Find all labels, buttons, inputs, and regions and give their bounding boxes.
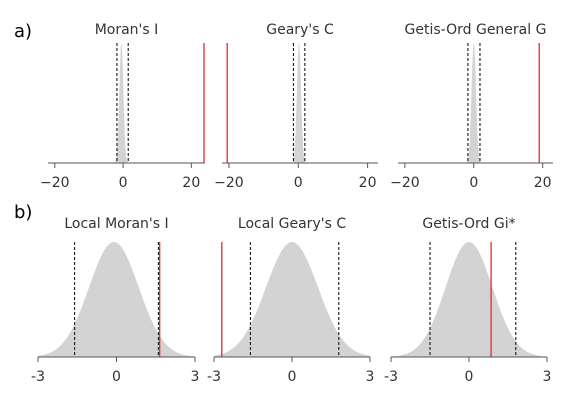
x-tick-label: -3	[207, 369, 221, 385]
panel-3: −20 0 20 Getis-Ord General G	[390, 22, 553, 191]
density-area	[391, 242, 547, 357]
x-tick-label: 0	[294, 175, 303, 191]
x-tick-label: −20	[390, 175, 420, 191]
panel-title: Geary's C	[266, 22, 334, 38]
density-area	[464, 43, 483, 163]
x-tick-label: −20	[40, 175, 70, 191]
x-tick-label: -3	[31, 369, 45, 385]
panel-title: Moran's I	[95, 22, 159, 38]
panel-1: −20 0 20 Moran's I	[40, 22, 205, 191]
x-tick-label: 3	[191, 369, 200, 385]
density-area	[290, 43, 308, 163]
x-tick-label: 3	[366, 369, 375, 385]
density-area	[113, 43, 130, 163]
x-tick-label: 0	[465, 369, 474, 385]
x-tick-label: 0	[112, 369, 121, 385]
panel-6: -3 0 3 Getis-Ord Gi*	[384, 216, 551, 385]
density-area	[38, 242, 195, 357]
panel-4: -3 0 3 Local Moran's I	[31, 216, 199, 385]
panels: −20 0 20 Moran's I −20 0 20 Geary's C −20 0 20 Geti…	[31, 22, 553, 385]
panel-title: Getis-Ord General G	[405, 22, 547, 38]
x-tick-label: 0	[469, 175, 478, 191]
x-tick-label: -3	[384, 369, 398, 385]
panel-2: −20 0 20 Geary's C	[214, 22, 378, 191]
density-area	[214, 242, 370, 357]
panel-5: -3 0 3 Local Geary's C	[207, 216, 374, 385]
panel-title: Local Geary's C	[238, 216, 346, 232]
x-tick-label: 20	[182, 175, 200, 191]
x-tick-label: −20	[214, 175, 244, 191]
row-label-a: a)	[14, 21, 32, 42]
row-label-b: b)	[14, 202, 32, 223]
x-tick-label: 0	[288, 369, 297, 385]
x-tick-label: 3	[543, 369, 552, 385]
panel-title: Local Moran's I	[64, 216, 168, 232]
x-tick-label: 0	[119, 175, 128, 191]
panel-title: Getis-Ord Gi*	[422, 216, 515, 232]
x-tick-label: 20	[534, 175, 552, 191]
x-tick-label: 20	[359, 175, 377, 191]
